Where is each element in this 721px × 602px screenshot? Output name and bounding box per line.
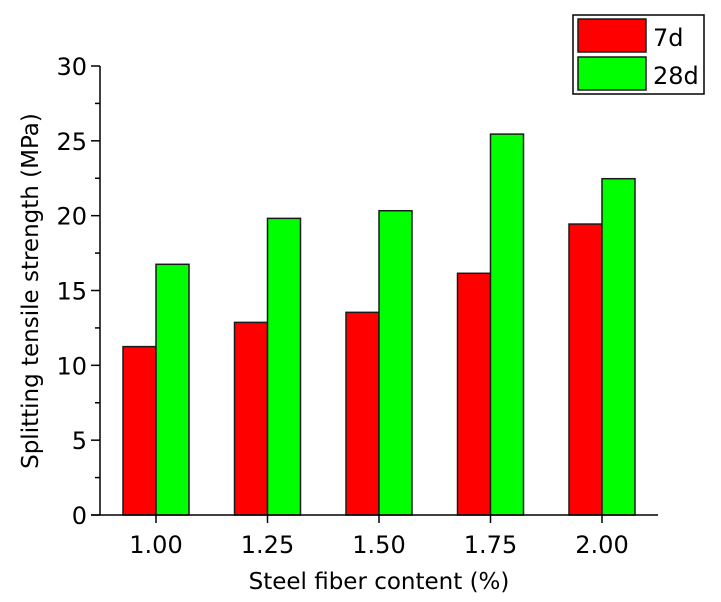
y-tick-label: 15 <box>56 278 87 306</box>
bar-7d-1.00 <box>122 345 157 516</box>
bar-28d-1.25 <box>266 217 302 516</box>
bar-series-group <box>122 133 636 516</box>
x-tick-label: 1.25 <box>241 531 294 559</box>
bar-28d-1.50 <box>378 209 413 516</box>
x-tick-label: 1.50 <box>352 531 405 559</box>
bar-7d-2.00 <box>568 223 603 516</box>
y-axis-ticks: 0 5 10 15 20 25 30 <box>56 53 100 530</box>
legend-swatch-28d <box>577 56 647 91</box>
y-tick-label: 20 <box>56 203 87 231</box>
y-tick-label: 0 <box>72 502 87 530</box>
bar-28d-1.00 <box>155 263 190 516</box>
bar-28d-2.00 <box>601 177 636 516</box>
x-tick-label: 1.75 <box>464 531 517 559</box>
y-axis-title: Splitting tensile strength (MPa) <box>18 113 44 469</box>
legend-swatch-7d <box>577 18 647 53</box>
bar-7d-1.50 <box>345 311 380 516</box>
x-axis-title: Steel fiber content (%) <box>249 569 510 595</box>
x-axis-ticks: 1.00 1.25 1.50 1.75 2.00 <box>129 515 629 559</box>
bar-28d-1.75 <box>489 133 525 516</box>
y-tick-label: 30 <box>56 53 87 81</box>
y-tick-label: 10 <box>56 352 87 380</box>
y-tick-label: 5 <box>72 427 87 455</box>
bar-7d-1.25 <box>233 321 269 516</box>
bar-7d-1.75 <box>456 272 492 516</box>
x-tick-label: 1.00 <box>129 531 182 559</box>
x-tick-label: 2.00 <box>575 531 628 559</box>
legend-label-28d: 28d <box>653 62 699 90</box>
y-tick-label: 25 <box>56 128 87 156</box>
legend-label-7d: 7d <box>653 24 684 52</box>
